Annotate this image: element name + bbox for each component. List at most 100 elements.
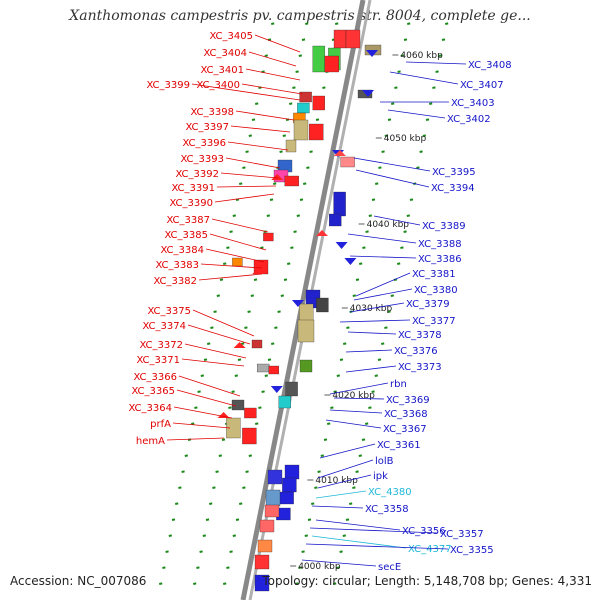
tick-dash — [403, 230, 407, 233]
right-leader-line — [315, 519, 401, 531]
tick-dash — [228, 406, 232, 409]
tick-dash — [296, 214, 300, 217]
gene-block — [299, 91, 312, 103]
tick-dash — [242, 486, 246, 489]
tick-dash — [365, 230, 369, 233]
right-leader-line — [339, 319, 411, 323]
gene-block — [265, 489, 281, 507]
right-gene-label: lolB — [375, 456, 394, 467]
gene-block — [284, 464, 300, 480]
strand-arrow — [344, 258, 357, 265]
tick-dash — [397, 70, 401, 73]
tick-dash — [287, 262, 291, 265]
gene-block — [242, 427, 257, 445]
tick-dash — [317, 470, 321, 473]
gene-block — [254, 574, 270, 592]
tick-dash — [223, 582, 227, 585]
right-leader-line — [345, 365, 397, 373]
left-gene-label: XC_3401 — [200, 65, 244, 76]
tick-dash — [387, 118, 392, 121]
right-gene-label: XC_3380 — [414, 285, 458, 296]
left-leader-line — [166, 437, 225, 441]
right-gene-label: XC_3377 — [412, 316, 456, 327]
tick-dash — [304, 534, 308, 537]
left-leader-line — [187, 324, 251, 345]
gene-block — [264, 504, 280, 518]
tick-dash — [384, 134, 388, 137]
left-leader-line — [198, 273, 263, 281]
tick-dash — [234, 374, 238, 377]
tick-dash — [394, 86, 398, 89]
right-gene-label: XC_3388 — [418, 239, 462, 250]
tick-dash — [441, 38, 446, 41]
tick-dash — [248, 454, 252, 457]
tick-dash — [213, 310, 217, 313]
tick-dash — [239, 502, 243, 505]
tick-dash — [207, 342, 211, 345]
tick-dash — [384, 326, 388, 329]
right-leader-line — [373, 215, 421, 226]
tick-dash — [435, 70, 439, 73]
kbp-label: 4040 kbp — [367, 220, 410, 230]
map-title: Xanthomonas campestris pv. campestris st… — [69, 8, 531, 24]
gene-features — [217, 29, 382, 592]
left-leader-line — [248, 51, 297, 67]
right-leader-line — [317, 459, 374, 479]
gene-block — [312, 95, 325, 111]
tick-dash — [229, 230, 233, 233]
left-gene-label: XC_3391 — [171, 183, 215, 194]
kbp-label: 4050 kbp — [384, 134, 427, 144]
right-gene-label: rbn — [390, 379, 407, 390]
tick-dash — [231, 390, 235, 393]
gene-block — [299, 359, 313, 373]
right-gene-label: XC_3381 — [412, 269, 456, 280]
tick-dash — [184, 454, 188, 457]
left-gene-label: XC_3404 — [203, 48, 247, 59]
gene-block — [345, 29, 361, 49]
left-leader-line — [209, 233, 267, 251]
left-gene-label: XC_3398 — [190, 107, 234, 118]
right-gene-label: XC_3369 — [386, 395, 430, 406]
left-gene-label: XC_3387 — [166, 215, 210, 226]
tick-dash — [303, 182, 307, 185]
left-gene-label: XC_3375 — [147, 306, 191, 317]
tick-dash — [358, 454, 362, 457]
tick-dash — [375, 182, 379, 185]
right-leader-line — [305, 543, 449, 550]
right-leader-line — [347, 233, 417, 244]
kbp-label: 4060 kbp — [400, 51, 443, 61]
left-gene-labels: XC_3405 XC_3404 XC_3401 XC_3399 XC_3400 XC_33… — [128, 31, 303, 447]
right-leader-line — [347, 331, 397, 335]
tick-dash — [205, 518, 210, 521]
tick-dash — [299, 198, 304, 201]
right-gene-label: XC_3358 — [365, 504, 409, 515]
gene-block — [267, 469, 283, 485]
tick-dash — [298, 54, 302, 57]
gene-block — [333, 29, 347, 49]
tick-dash — [210, 326, 214, 329]
left-leader-line — [172, 422, 231, 429]
tick-dash — [274, 326, 278, 329]
tick-dash — [378, 166, 382, 169]
tick-dash — [365, 422, 369, 425]
gene-block — [263, 232, 274, 242]
tick-dash — [314, 486, 318, 489]
tick-dash — [336, 374, 340, 377]
tick-dash — [311, 502, 315, 505]
right-gene-label: XC_4380 — [368, 487, 412, 498]
tick-dash — [264, 374, 268, 377]
left-gene-label: XC_3371 — [136, 355, 180, 366]
left-leader-line — [245, 68, 301, 81]
left-gene-label: XC_3374 — [142, 321, 186, 332]
right-gene-label: XC_3408 — [468, 60, 512, 71]
right-gene-label: XC_3386 — [418, 254, 462, 265]
tick-dash — [352, 294, 356, 297]
tick-dash — [229, 550, 233, 553]
tick-dash — [352, 486, 356, 489]
left-leader-line — [211, 218, 269, 233]
tick-dash — [175, 502, 179, 505]
tick-dash — [429, 102, 433, 105]
gene-block — [254, 554, 270, 570]
left-leader-line — [181, 358, 245, 367]
right-leader-line — [309, 527, 439, 534]
